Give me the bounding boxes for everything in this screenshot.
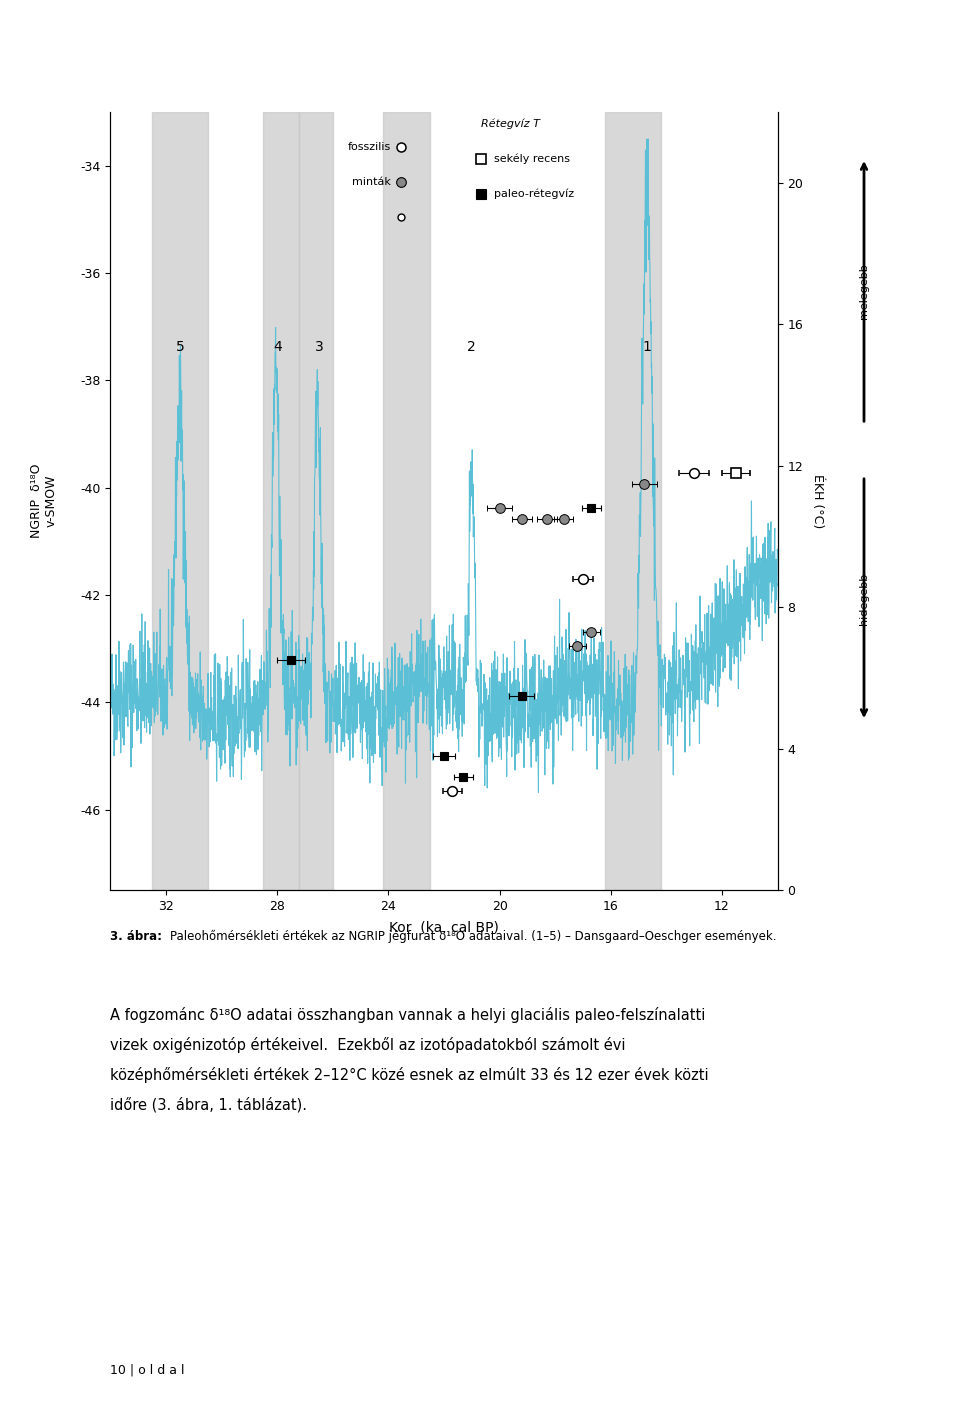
Text: minták: minták [351,177,391,188]
Text: fosszilis: fosszilis [348,142,391,153]
Text: Kovács J. – Paleokörnyezeti rekonstrukció: Kovács J. – Paleokörnyezeti rekonstrukci… [38,15,324,29]
Text: NGRIP  δ¹⁸O
v-SMOW: NGRIP δ¹⁸O v-SMOW [30,464,58,538]
Bar [383,112,430,890]
Bar [605,112,660,890]
Text: 1: 1 [642,339,652,353]
Text: sekély recens: sekély recens [494,154,570,164]
Text: 5: 5 [176,339,184,353]
Text: 2: 2 [468,339,476,353]
Text: 10 | o l d a l: 10 | o l d a l [110,1364,185,1377]
Text: 4: 4 [273,339,281,353]
Text: Paleohőmérsékleti értékek az NGRIP jégfurat δ¹⁸O adataival. (1–5) – Dansgaard–Oe: Paleohőmérsékleti értékek az NGRIP jégfu… [170,930,777,942]
Bar [152,112,207,890]
Y-axis label: ÉKH (°C): ÉKH (°C) [811,474,824,529]
X-axis label: Kor  (ka, cal BP): Kor (ka, cal BP) [389,921,499,935]
Bar [263,112,300,890]
Bar [300,112,333,890]
Text: hidegebb: hidegebb [859,572,869,625]
Text: A fogzománc δ¹⁸O adatai összhangban vannak a helyi glaciális paleo-felszínalatti: A fogzománc δ¹⁸O adatai összhangban vann… [110,1007,709,1112]
Text: paleo-rétegvíz: paleo-rétegvíz [494,189,574,199]
Text: 3. ábra:: 3. ábra: [110,930,162,942]
Text: melegebb: melegebb [859,264,869,320]
Text: Rétegvíz T: Rétegvíz T [481,119,540,129]
Text: 3: 3 [315,339,324,353]
